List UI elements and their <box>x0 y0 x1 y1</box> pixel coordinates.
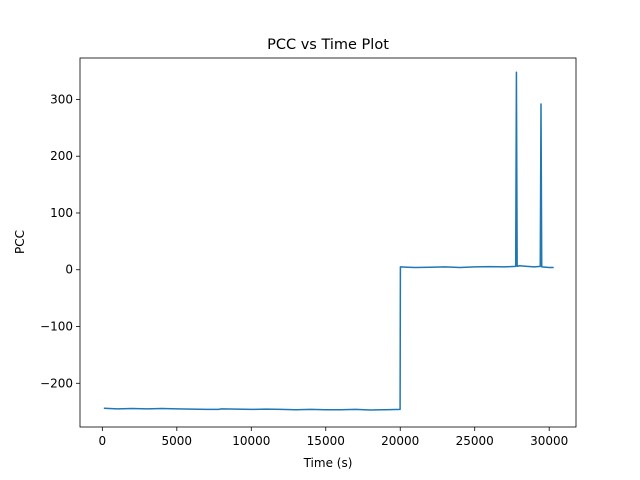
x-tick-label: 10000 <box>232 434 270 448</box>
y-tick-label: 300 <box>50 92 73 106</box>
x-axis-ticks: 0 5000 10000 15000 20000 25000 30000 <box>99 427 568 448</box>
y-tick-label: 100 <box>50 206 73 220</box>
plot-background <box>80 58 576 427</box>
x-tick-label: 0 <box>99 434 107 448</box>
y-axis-label: PCC <box>13 230 27 254</box>
plot-area <box>79 57 577 428</box>
y-tick-label: 0 <box>65 263 73 277</box>
y-tick-label: −200 <box>40 376 73 390</box>
x-axis-label: Time (s) <box>303 456 353 470</box>
x-tick-label: 20000 <box>381 434 419 448</box>
y-tick-label: 200 <box>50 149 73 163</box>
y-tick-label: −100 <box>40 320 73 334</box>
series-line-pcc <box>103 71 554 411</box>
y-axis-ticks: −200 −100 0 100 200 300 <box>40 92 80 390</box>
x-tick-label: 30000 <box>530 434 568 448</box>
plot-frame <box>79 57 577 428</box>
x-tick-label: 15000 <box>307 434 345 448</box>
x-tick-label: 25000 <box>456 434 494 448</box>
x-tick-label: 5000 <box>162 434 193 448</box>
chart-title: PCC vs Time Plot <box>267 37 389 53</box>
